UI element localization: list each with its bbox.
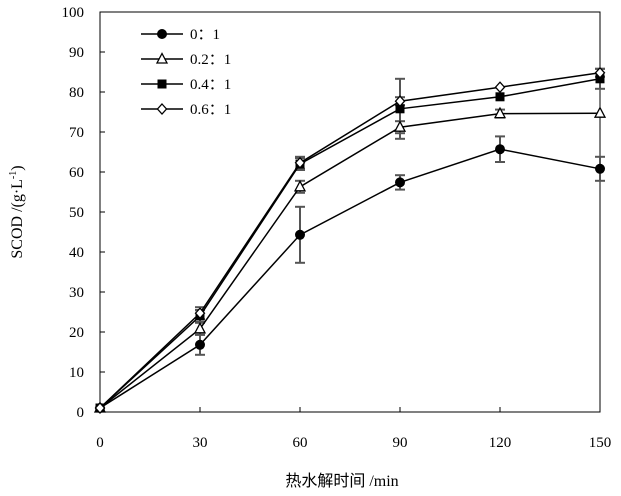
data-point [496,145,505,154]
legend-label: 0.6：1 [190,102,231,118]
series-0 [96,145,605,413]
x-tick-label: 60 [293,435,308,451]
data-point [396,178,405,187]
y-tick-label: 30 [69,285,84,301]
data-point [596,164,605,173]
y-tick-label: 40 [69,245,84,261]
x-tick-label: 90 [393,435,408,451]
y-tick-label: 50 [69,205,84,221]
series-line [100,149,600,408]
data-point [295,181,305,191]
legend: 0：1 0.2：1 0.4：1 0.6：1 [141,27,231,118]
legend-marker [158,30,167,39]
data-point [496,93,504,101]
legend-marker [158,104,167,114]
x-tick-label: 0 [96,435,104,451]
y-tick-label: 100 [62,5,85,21]
x-tick-label: 150 [589,435,612,451]
series-3 [96,68,605,413]
y-tick-label: 10 [69,365,84,381]
series-2 [96,75,604,412]
y-tick-label: 90 [69,45,84,61]
y-tick-label: 20 [69,325,84,341]
series-line [100,113,600,408]
x-tick-label: 30 [193,435,208,451]
y-tick-label: 70 [69,125,84,141]
series-line [100,73,600,408]
legend-label: 0.2：1 [190,52,231,68]
data-point [296,230,305,239]
y-axis-label: SCOD /(g·L-1) [8,165,26,258]
y-tick-label: 60 [69,165,84,181]
legend-label: 0.4：1 [190,77,231,93]
series-1 [95,108,605,412]
plot-frame [100,12,600,412]
data-point [595,108,605,118]
legend-marker [158,80,166,88]
series-line [100,79,600,408]
y-tick-label: 0 [77,405,85,421]
x-axis-label: 热水解时间 /min [285,472,398,490]
legend-label: 0：1 [190,27,220,43]
y-tick-label: 80 [69,85,84,101]
data-point [496,82,505,92]
data-point [196,340,205,349]
x-tick-label: 120 [489,435,512,451]
